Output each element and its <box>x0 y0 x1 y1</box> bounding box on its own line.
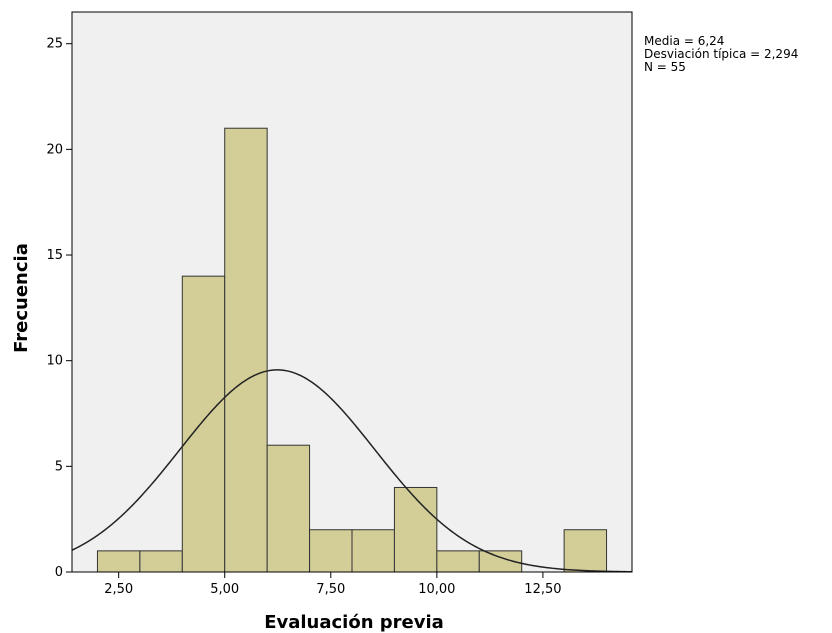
mean-label: Media = 6,24 <box>644 34 725 48</box>
y-tick-label: 10 <box>46 354 63 369</box>
x-tick-label: 5,00 <box>210 582 239 597</box>
normal-curve <box>71 369 633 573</box>
y-tick-label: 25 <box>46 37 63 52</box>
histogram-bar <box>436 550 480 573</box>
histogram-bar <box>266 444 311 573</box>
histogram-bar <box>563 529 608 573</box>
std-deviation-label: Desviación típica = 2,294 <box>644 47 799 61</box>
histogram-bar <box>351 529 395 573</box>
bars-layer <box>96 127 608 573</box>
axes-layer: 0 5 10 15 20 25 2,50 5,00 7,50 10,00 12,50 <box>46 12 632 597</box>
x-tick-label: 7,50 <box>316 582 345 597</box>
y-axis-title: Frecuencia <box>11 243 32 353</box>
histogram-bar <box>309 529 353 573</box>
histogram-bar <box>224 127 268 573</box>
x-tick-label: 12,50 <box>524 582 561 597</box>
plot-area <box>71 11 633 573</box>
histogram-bar <box>139 550 183 573</box>
x-axis-title: Evaluación previa <box>264 612 444 633</box>
sample-size-label: N = 55 <box>644 60 686 74</box>
statistics-box: Media = 6,24 Desviación típica = 2,294 N… <box>644 35 798 74</box>
y-tick-label: 15 <box>46 248 63 263</box>
histogram-bar <box>393 486 438 573</box>
x-tick-label: 10,00 <box>418 582 455 597</box>
histogram-bar <box>96 550 141 573</box>
y-tick-label: 0 <box>55 565 63 580</box>
x-tick-label: 2,50 <box>104 582 133 597</box>
y-tick-label: 5 <box>55 459 63 474</box>
y-tick-label: 20 <box>46 142 63 157</box>
histogram-bar <box>181 275 226 573</box>
